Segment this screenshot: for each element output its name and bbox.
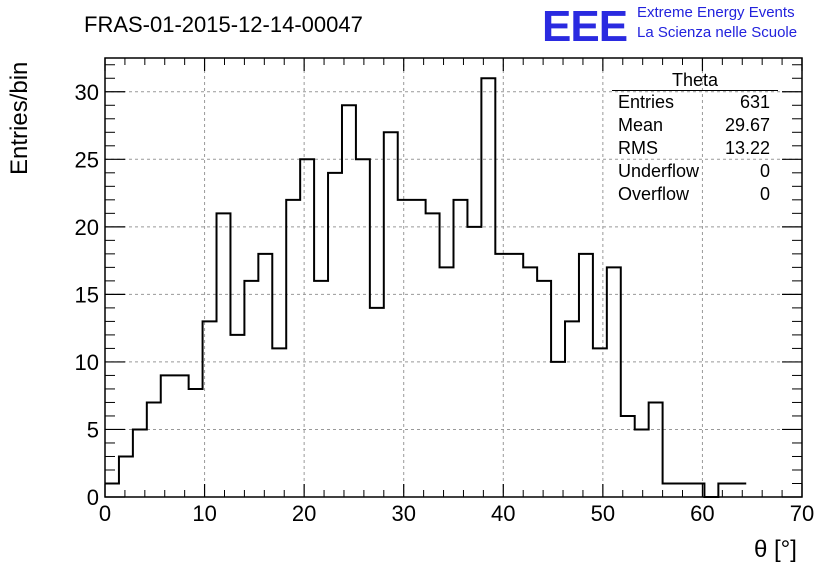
y-axis-label: Entries/bin <box>6 61 33 175</box>
y-tick-label: 5 <box>87 417 99 442</box>
x-tick-label: 30 <box>391 501 415 526</box>
y-tick-label: 0 <box>87 485 99 510</box>
histogram-step-line <box>105 77 747 498</box>
tick-labels: 0 10 20 30 40 50 60 70 0 5 10 15 20 25 30 <box>75 80 815 526</box>
y-tick-label: 10 <box>75 350 99 375</box>
x-tick-label: 20 <box>292 501 316 526</box>
stats-value: 13.22 <box>724 138 770 158</box>
ticks <box>104 58 803 498</box>
stats-value: 631 <box>739 92 770 112</box>
eee-logo-mark: EEE <box>542 2 628 51</box>
stats-row-rms: RMS 13.22 <box>612 137 778 160</box>
stats-box: Theta Entries 631 Mean 29.67 RMS 13.22 Unde… <box>612 70 778 206</box>
y-tick-label: 30 <box>75 80 99 105</box>
x-tick-label: 0 <box>99 501 111 526</box>
logo-line-1: Extreme Energy Events <box>637 4 795 21</box>
y-tick-label: 20 <box>75 215 99 240</box>
stats-value: 0 <box>759 184 770 204</box>
plot-frame <box>104 57 803 498</box>
stats-row-overflow: Overflow 0 <box>612 183 778 206</box>
stats-key: Mean <box>618 115 664 135</box>
x-tick-label: 10 <box>192 501 216 526</box>
stats-key: Overflow <box>618 184 690 204</box>
x-tick-label: 70 <box>790 501 814 526</box>
stats-key: Underflow <box>618 161 700 181</box>
stats-value: 29.67 <box>724 115 770 135</box>
stats-value: 0 <box>759 161 770 181</box>
x-tick-label: 40 <box>491 501 515 526</box>
y-tick-label: 25 <box>75 147 99 172</box>
stats-row-underflow: Underflow 0 <box>612 160 778 183</box>
chart-title: FRAS-01-2015-12-14-00047 <box>84 12 363 37</box>
x-tick-label: 50 <box>591 501 615 526</box>
stats-title: Theta <box>612 70 778 91</box>
stats-row-entries: Entries 631 <box>612 91 778 114</box>
y-tick-label: 15 <box>75 282 99 307</box>
stats-key: RMS <box>618 138 658 158</box>
stats-key: Entries <box>618 92 675 112</box>
stats-row-mean: Mean 29.67 <box>612 114 778 137</box>
logo-line-2: La Scienza nelle Scuole <box>637 24 798 41</box>
x-tick-label: 60 <box>690 501 714 526</box>
x-axis-label: θ [°] <box>754 536 797 563</box>
axes <box>104 57 803 498</box>
